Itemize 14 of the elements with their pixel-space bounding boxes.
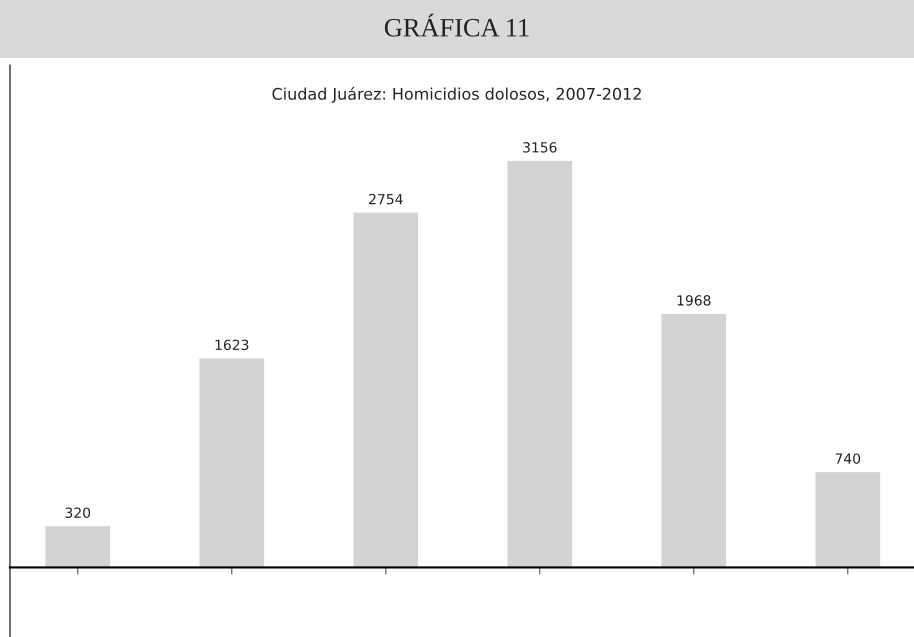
bar <box>815 472 880 568</box>
bar <box>45 526 110 568</box>
data-label: 320 <box>66 507 90 518</box>
data-label: 1968 <box>678 295 710 306</box>
data-label: 740 <box>836 453 860 464</box>
data-label: 3156 <box>523 142 557 153</box>
bar <box>507 160 572 568</box>
text: Ciudad Juárez: Homicidios dolosos, 2007-2012 <box>272 86 641 103</box>
chart-title: GRÁFICA 11 <box>384 14 529 37</box>
data-label: 1623 <box>216 340 248 350</box>
bar <box>353 212 418 568</box>
data-label: 2754 <box>369 194 403 204</box>
bar <box>661 314 726 568</box>
bar <box>199 358 264 568</box>
